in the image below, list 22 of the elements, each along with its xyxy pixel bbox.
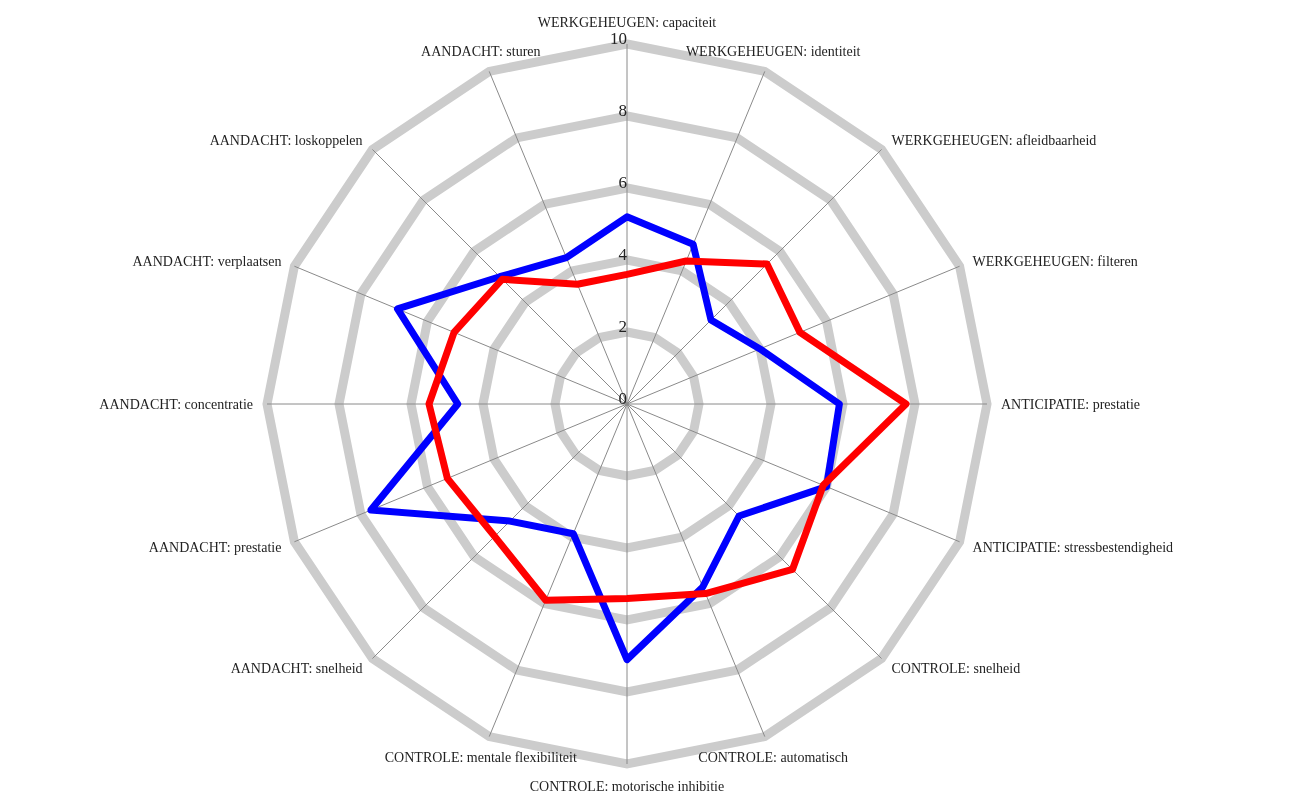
spoke-label: WERKGEHEUGEN: afleidbaarheid xyxy=(891,132,1097,148)
spoke-label: CONTROLE: mentale flexibiliteit xyxy=(384,749,577,765)
spoke-label: WERKGEHEUGEN: filteren xyxy=(972,253,1138,269)
y-tick-label: 6 xyxy=(618,173,627,192)
spoke-label: AANDACHT: sturen xyxy=(421,44,541,60)
spoke-label: WERKGEHEUGEN: capaciteit xyxy=(537,15,717,30)
spoke-label: AANDACHT: loskoppelen xyxy=(209,132,363,148)
spoke-label: AANDACHT: snelheid xyxy=(230,661,363,677)
y-tick-label: 8 xyxy=(618,101,627,120)
spoke-label: CONTROLE: automatisch xyxy=(698,749,849,765)
spoke-label: ANTICIPATIE: prestatie xyxy=(1001,397,1141,412)
spoke-label: CONTROLE: snelheid xyxy=(891,661,1021,677)
spoke-label: CONTROLE: motorische inhibitie xyxy=(529,779,725,794)
spoke-label: ANTICIPATIE: stressbestendigheid xyxy=(972,540,1174,556)
y-tick-label: 10 xyxy=(610,29,627,48)
y-tick-label: 0 xyxy=(618,389,627,408)
spoke-label: WERKGEHEUGEN: identiteit xyxy=(685,44,861,60)
y-tick-label: 4 xyxy=(618,245,628,264)
spoke-label: AANDACHT: verplaatsen xyxy=(132,253,282,269)
y-tick-label: 2 xyxy=(618,317,627,336)
spoke-label: AANDACHT: concentratie xyxy=(99,397,253,412)
spoke-label: AANDACHT: prestatie xyxy=(148,540,282,556)
